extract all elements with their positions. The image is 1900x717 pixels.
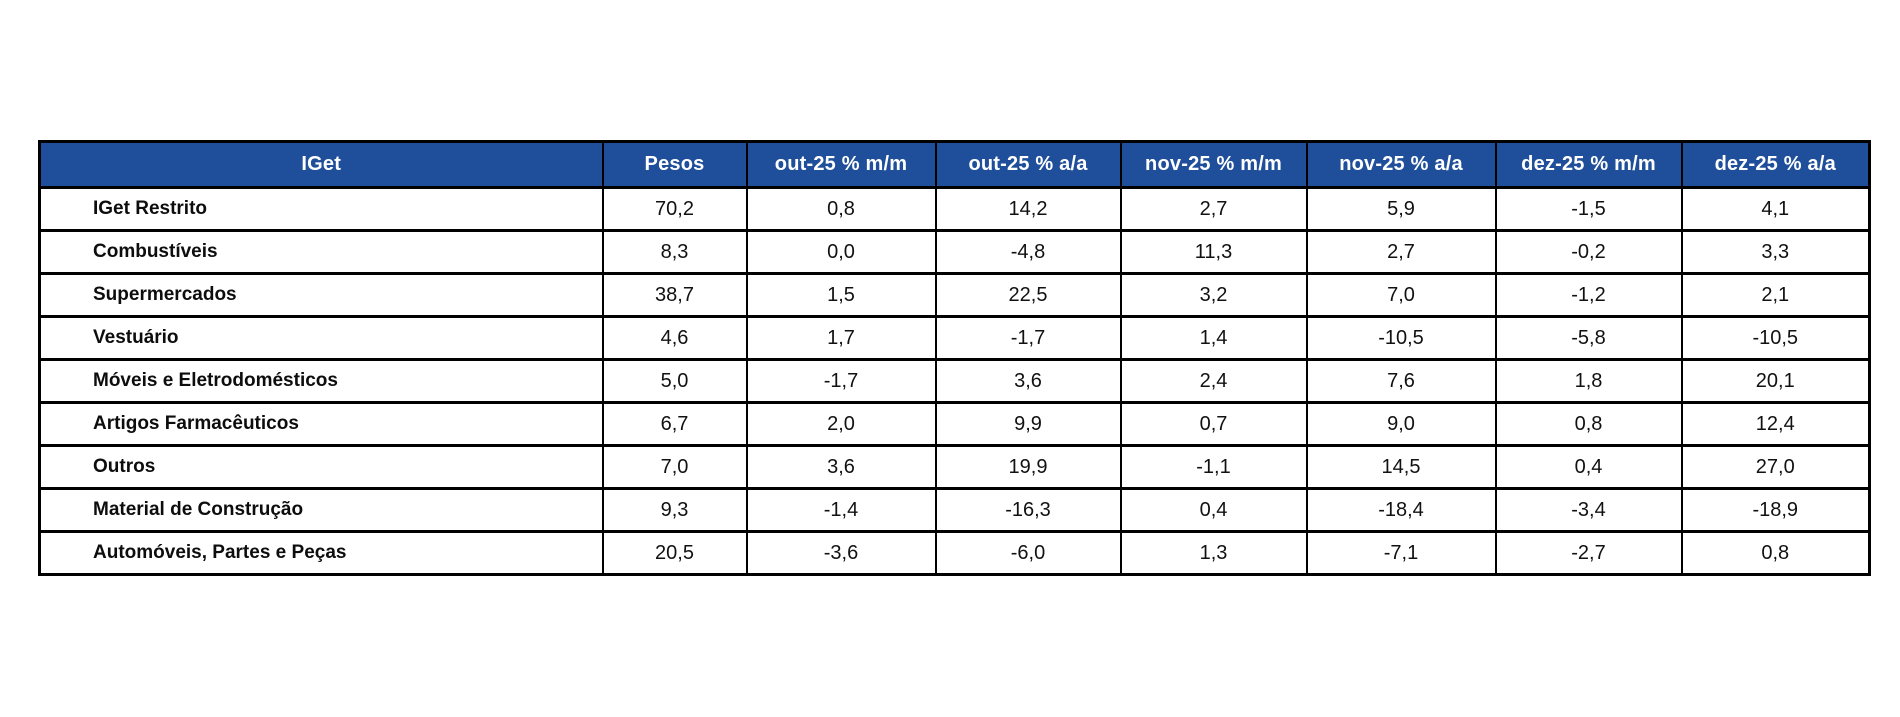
data-cell: 3,2 — [1119, 272, 1308, 318]
row-label: Artigos Farmacêuticos — [38, 401, 604, 447]
data-cell: 0,4 — [1119, 487, 1308, 533]
data-cell: 6,7 — [601, 401, 748, 447]
data-cell: 5,0 — [601, 358, 748, 404]
table-row: Combustíveis 8,3 0,0 -4,8 11,3 2,7 -0,2 3,3 — [38, 229, 1871, 275]
data-cell: 22,5 — [934, 272, 1122, 318]
data-cell: -5,8 — [1494, 315, 1683, 361]
data-cell: 2,4 — [1119, 358, 1308, 404]
data-cell: 0,8 — [1494, 401, 1683, 447]
data-cell: 0,8 — [1680, 530, 1871, 576]
data-cell: -16,3 — [934, 487, 1122, 533]
data-cell: -3,4 — [1494, 487, 1683, 533]
data-cell: 5,9 — [1305, 186, 1497, 232]
data-cell: 3,3 — [1680, 229, 1871, 275]
data-cell: 4,1 — [1680, 186, 1871, 232]
data-cell: -1,1 — [1119, 444, 1308, 490]
row-label: IGet Restrito — [38, 186, 604, 232]
data-cell: -1,7 — [934, 315, 1122, 361]
data-cell: -4,8 — [934, 229, 1122, 275]
column-header-nov25-mm: nov-25 % m/m — [1119, 140, 1308, 189]
data-cell: -6,0 — [934, 530, 1122, 576]
data-cell: 1,4 — [1119, 315, 1308, 361]
data-cell: 0,7 — [1119, 401, 1308, 447]
table-row: Material de Construção 9,3 -1,4 -16,3 0,4 -18… — [38, 487, 1871, 533]
row-label: Material de Construção — [38, 487, 604, 533]
data-cell: 2,1 — [1680, 272, 1871, 318]
table-row: IGet Restrito 70,2 0,8 14,2 2,7 5,9 -1,5 4,1 — [38, 186, 1871, 232]
data-cell: 1,8 — [1494, 358, 1683, 404]
data-cell: 2,7 — [1305, 229, 1497, 275]
table-row: Vestuário 4,6 1,7 -1,7 1,4 -10,5 -5,8 -10,5 — [38, 315, 1871, 361]
data-cell: 20,1 — [1680, 358, 1871, 404]
data-cell: 0,4 — [1494, 444, 1683, 490]
data-cell: -1,7 — [745, 358, 937, 404]
data-cell: 19,9 — [934, 444, 1122, 490]
row-label: Supermercados — [38, 272, 604, 318]
table-body: IGet Restrito 70,2 0,8 14,2 2,7 5,9 -1,5 4,1 Com… — [38, 186, 1871, 576]
data-cell: 14,2 — [934, 186, 1122, 232]
data-cell: -7,1 — [1305, 530, 1497, 576]
data-cell: 3,6 — [745, 444, 937, 490]
data-cell: 2,7 — [1119, 186, 1308, 232]
table-row: Outros 7,0 3,6 19,9 -1,1 14,5 0,4 27,0 — [38, 444, 1871, 490]
data-cell: -1,4 — [745, 487, 937, 533]
data-cell: -18,9 — [1680, 487, 1871, 533]
data-cell: 1,5 — [745, 272, 937, 318]
table-header-row: IGet Pesos out-25 % m/m out-25 % a/a nov… — [38, 140, 1871, 189]
data-cell: 38,7 — [601, 272, 748, 318]
data-cell: 8,3 — [601, 229, 748, 275]
table-row: Supermercados 38,7 1,5 22,5 3,2 7,0 -1,2 2,1 — [38, 272, 1871, 318]
data-cell: 3,6 — [934, 358, 1122, 404]
data-cell: 12,4 — [1680, 401, 1871, 447]
iget-table: IGet Pesos out-25 % m/m out-25 % a/a nov… — [38, 140, 1871, 576]
column-header-iget: IGet — [38, 140, 604, 189]
data-cell: 0,0 — [745, 229, 937, 275]
data-cell: -18,4 — [1305, 487, 1497, 533]
data-cell: -2,7 — [1494, 530, 1683, 576]
row-label: Vestuário — [38, 315, 604, 361]
data-cell: 11,3 — [1119, 229, 1308, 275]
table-row: Automóveis, Partes e Peças 20,5 -3,6 -6,0 1,… — [38, 530, 1871, 576]
data-cell: 9,0 — [1305, 401, 1497, 447]
column-header-dez25-mm: dez-25 % m/m — [1494, 140, 1683, 189]
row-label: Combustíveis — [38, 229, 604, 275]
column-header-out25-aa: out-25 % a/a — [934, 140, 1122, 189]
data-cell: -1,5 — [1494, 186, 1683, 232]
data-cell: -1,2 — [1494, 272, 1683, 318]
data-cell: 7,0 — [601, 444, 748, 490]
data-cell: 4,6 — [601, 315, 748, 361]
row-label: Outros — [38, 444, 604, 490]
table-row: Artigos Farmacêuticos 6,7 2,0 9,9 0,7 9,0 0,8 1… — [38, 401, 1871, 447]
column-header-nov25-aa: nov-25 % a/a — [1305, 140, 1497, 189]
data-cell: 7,6 — [1305, 358, 1497, 404]
data-cell: 2,0 — [745, 401, 937, 447]
table-header: IGet Pesos out-25 % m/m out-25 % a/a nov… — [38, 140, 1871, 189]
data-cell: 14,5 — [1305, 444, 1497, 490]
row-label: Móveis e Eletrodomésticos — [38, 358, 604, 404]
data-cell: 70,2 — [601, 186, 748, 232]
data-cell: 9,9 — [934, 401, 1122, 447]
column-header-dez25-aa: dez-25 % a/a — [1680, 140, 1871, 189]
data-cell: 20,5 — [601, 530, 748, 576]
data-cell: -0,2 — [1494, 229, 1683, 275]
data-cell: 9,3 — [601, 487, 748, 533]
column-header-out25-mm: out-25 % m/m — [745, 140, 937, 189]
table-row: Móveis e Eletrodomésticos 5,0 -1,7 3,6 2,4 7,… — [38, 358, 1871, 404]
data-cell: 7,0 — [1305, 272, 1497, 318]
data-cell: -3,6 — [745, 530, 937, 576]
row-label: Automóveis, Partes e Peças — [38, 530, 604, 576]
column-header-pesos: Pesos — [601, 140, 748, 189]
data-cell: -10,5 — [1305, 315, 1497, 361]
data-cell: -10,5 — [1680, 315, 1871, 361]
data-cell: 0,8 — [745, 186, 937, 232]
data-cell: 27,0 — [1680, 444, 1871, 490]
data-cell: 1,3 — [1119, 530, 1308, 576]
iget-table-container: IGet Pesos out-25 % m/m out-25 % a/a nov… — [38, 140, 1871, 576]
data-cell: 1,7 — [745, 315, 937, 361]
